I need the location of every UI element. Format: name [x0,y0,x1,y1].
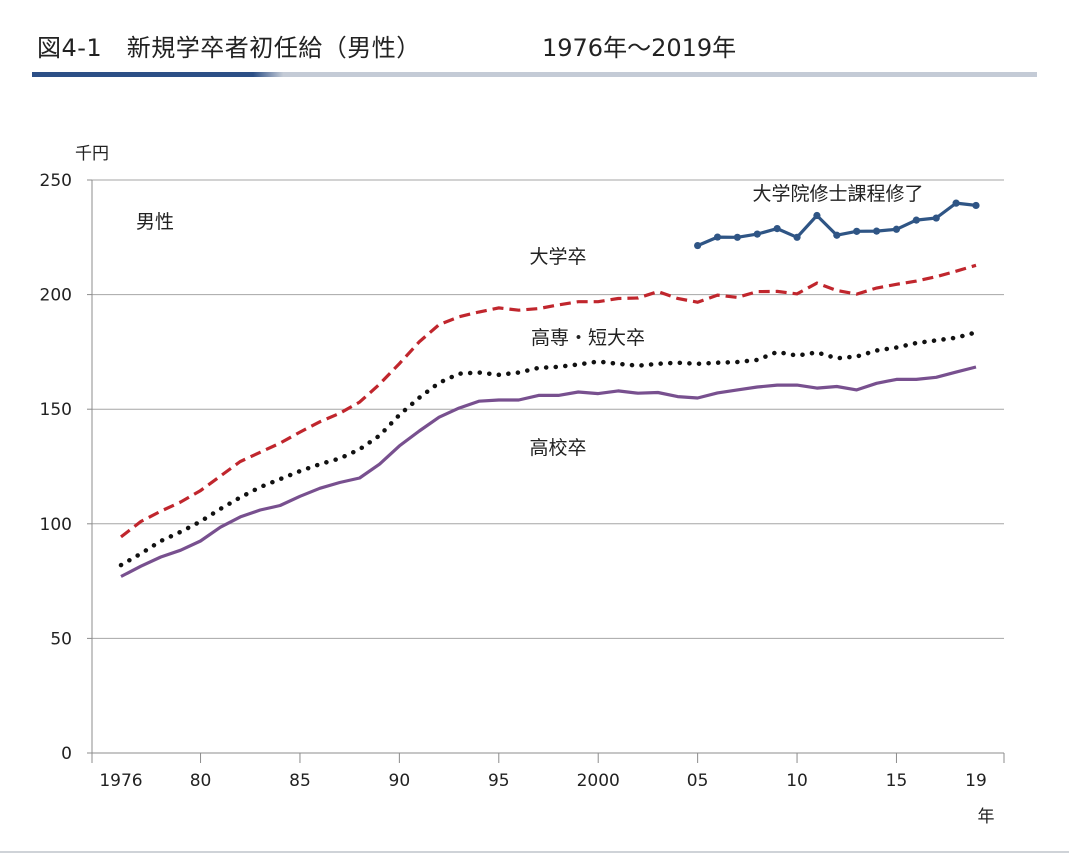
x-tick-label: 80 [190,771,212,791]
x-tick-labels: 1976 80 85 90 95 2000 05 10 15 19 [99,771,986,791]
series-point-0 [872,227,881,235]
series-point-0 [833,231,841,239]
y-tick-label: 200 [40,286,72,306]
series-point-0 [932,214,940,222]
y-tick-labels: 0 50 100 150 200 250 [40,171,72,764]
label-university: 大学卒 [529,246,586,268]
axes [87,179,1005,763]
header: 図4-1 新規学卒者初任給（男性） 1976年～2019年 [37,28,1037,68]
series-point-0 [892,225,901,233]
chart-year-range: 1976年～2019年 [542,34,737,62]
x-axis-unit-label: 年 [978,807,995,827]
label-college: 高専・短大卒 [531,327,645,349]
x-tick-label: 90 [389,771,411,791]
footer-divider [0,851,1069,853]
y-tick-label: 100 [40,515,72,535]
y-tick-label: 0 [61,744,72,764]
x-tick-label: 05 [687,771,709,791]
series-point-0 [912,216,920,224]
series-point-0 [972,201,980,210]
series-point-0 [753,230,761,238]
series-line-3 [120,365,977,578]
series-line-1 [120,263,977,539]
chart-annotation-male: 男性 [136,211,174,233]
series-point-0 [813,211,821,220]
x-tick-label: 19 [965,771,987,791]
x-tick-label: 85 [289,771,311,791]
x-tick-label: 15 [886,771,908,791]
y-tick-label: 50 [50,629,72,649]
series-point-0 [952,199,960,207]
grid-lines [92,179,1004,639]
x-tick-label: 2000 [577,771,620,791]
label-high-school: 高校卒 [529,437,586,459]
label-graduate-school: 大学院修士課程修了 [752,183,923,205]
title-underline [32,72,1037,77]
y-tick-label: 150 [40,400,72,420]
x-tick-label: 1976 [99,771,142,791]
chart-title: 図4-1 新規学卒者初任給（男性） [37,34,421,62]
series-point-0 [694,241,702,250]
series-point-0 [793,233,801,241]
series-point-0 [713,233,722,241]
series-point-0 [773,224,781,233]
x-tick-label: 10 [786,771,808,791]
series-point-0 [733,233,741,241]
series-line-2 [118,330,979,568]
y-axis-unit-label: 千円 [75,144,109,164]
y-tick-label: 250 [40,171,72,191]
x-tick-label: 95 [488,771,510,791]
series-lines [118,199,980,578]
series-point-0 [853,227,861,235]
